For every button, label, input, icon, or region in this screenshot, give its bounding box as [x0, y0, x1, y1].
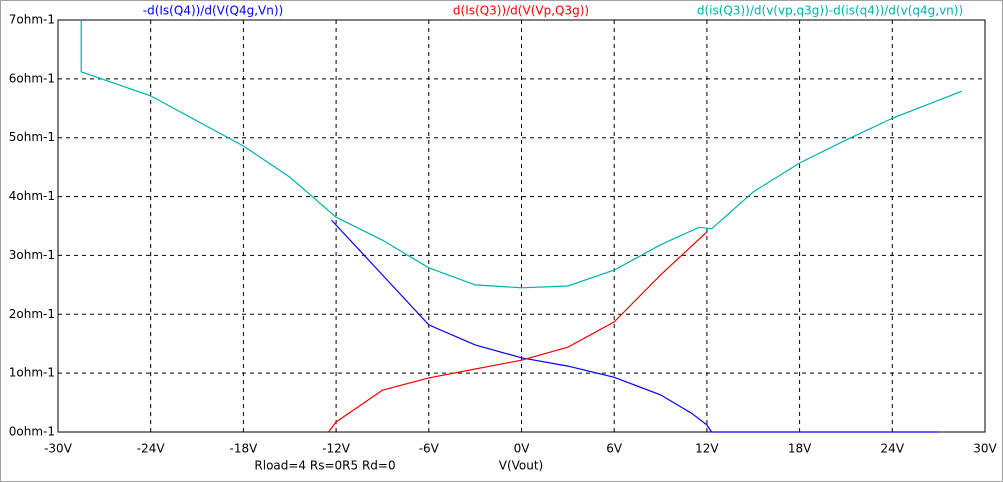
- x-tick-label: -18V: [229, 442, 258, 456]
- x-axis-label: V(Vout): [499, 459, 544, 473]
- x-tick-label: 30V: [973, 442, 997, 456]
- x-tick-label: -12V: [322, 442, 351, 456]
- legend-label: d(Is(Q3))/d(V(Vp,Q3g)): [453, 4, 589, 18]
- y-tick-label: 6ohm-1: [9, 71, 55, 85]
- annotation: Rload=4 Rs=0R5 Rd=0: [254, 459, 395, 473]
- y-tick-label: 5ohm-1: [9, 130, 55, 144]
- y-tick-label: 0ohm-1: [9, 425, 55, 439]
- x-tick-label: 6V: [606, 442, 623, 456]
- series-line: [80, 20, 963, 289]
- legend-label: -d(Is(Q4))/d(V(Q4g,Vn)): [143, 4, 283, 18]
- y-tick-label: 7ohm-1: [9, 13, 55, 27]
- x-tick-label: -30V: [44, 442, 73, 456]
- x-tick-label: -6V: [419, 442, 440, 456]
- y-tick-label: 4ohm-1: [9, 189, 55, 203]
- series-line: [327, 231, 708, 433]
- legend-label: d(is(Q3))/d(v(vp,q3g))-d(is(q4))/d(v(q4g…: [697, 4, 963, 18]
- x-tick-label: 12V: [695, 442, 719, 456]
- y-tick-label: 3ohm-1: [9, 248, 55, 262]
- y-tick-label: 2ohm-1: [9, 307, 55, 321]
- x-tick-label: 18V: [788, 442, 812, 456]
- y-tick-label: 1ohm-1: [9, 366, 55, 380]
- x-tick-label: 0V: [514, 442, 531, 456]
- plot-frame: [57, 19, 986, 433]
- x-tick-label: -24V: [137, 442, 166, 456]
- series-line: [331, 219, 939, 433]
- x-tick-label: 24V: [881, 442, 905, 456]
